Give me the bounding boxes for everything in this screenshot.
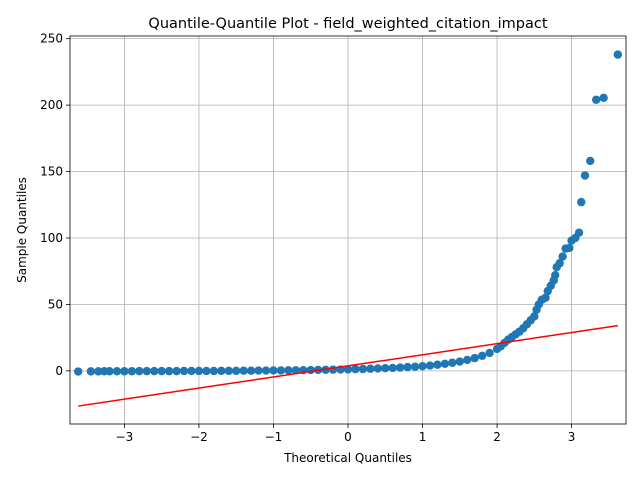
data-point [577, 197, 586, 207]
data-point [565, 243, 574, 253]
data-point [485, 348, 494, 358]
y-axis-label: Sample Quantiles [15, 177, 29, 283]
data-point [172, 366, 181, 376]
data-point [541, 293, 550, 302]
x-tick-label: 0 [344, 430, 352, 444]
x-tick-label: −1 [265, 430, 283, 444]
data-point [150, 366, 159, 376]
data-point [477, 351, 487, 361]
data-point [284, 366, 293, 375]
y-tick-label: 150 [40, 165, 63, 179]
data-point [550, 270, 560, 280]
data-point [86, 367, 96, 376]
data-point [358, 364, 368, 374]
x-axis-label: Theoretical Quantiles [283, 451, 412, 465]
data-point [395, 363, 405, 372]
data-point [448, 358, 457, 367]
data-point [209, 366, 219, 376]
data-point [202, 366, 211, 376]
data-point [179, 366, 189, 376]
data-point [254, 366, 263, 375]
data-point [291, 366, 301, 375]
data-point [351, 364, 360, 374]
data-point [366, 364, 375, 373]
data-point [217, 366, 226, 376]
x-tick-label: 2 [493, 430, 501, 444]
data-point [105, 367, 114, 376]
x-tick-label: −2 [190, 430, 208, 444]
data-point [580, 171, 590, 180]
y-tick-label: 200 [40, 98, 63, 112]
data-point [433, 360, 442, 369]
y-tick-label: 250 [40, 32, 63, 46]
data-point [276, 366, 286, 375]
data-point [403, 362, 412, 372]
data-point [73, 367, 83, 376]
data-point [388, 363, 397, 373]
reference-line [78, 324, 618, 407]
y-tick-label: 0 [55, 364, 63, 378]
data-point [613, 50, 623, 59]
data-point [425, 361, 435, 370]
data-point [112, 367, 122, 376]
data-point [164, 366, 174, 376]
data-point [239, 366, 248, 375]
data-point [269, 366, 278, 375]
y-tick-label: 50 [48, 297, 63, 311]
data-point [135, 366, 144, 376]
data-point [440, 359, 450, 369]
data-point [381, 363, 390, 373]
x-tick-label: −3 [116, 430, 134, 444]
data-point [224, 366, 233, 376]
data-point [127, 367, 137, 376]
data-point [306, 365, 315, 375]
data-point [586, 156, 595, 166]
x-tick-label: 1 [419, 430, 427, 444]
axis-ticks: −3 −2 −1 0 1 2 3 0 50 100 150 200 250 [40, 32, 575, 444]
data-point [574, 228, 584, 237]
data-point [599, 93, 608, 102]
data-point [455, 357, 464, 366]
data-point [157, 366, 166, 376]
data-point [373, 364, 383, 373]
data-point [187, 366, 196, 376]
data-point [558, 252, 567, 261]
data-point [555, 259, 564, 268]
x-tick-label: 3 [568, 430, 576, 444]
data-point [591, 95, 601, 104]
data-point [261, 366, 271, 375]
data-point [194, 366, 204, 376]
data-point [470, 353, 479, 363]
chart-title: Quantile-Quantile Plot - field_weighted_… [148, 16, 547, 32]
data-point [120, 367, 129, 376]
data-point [343, 365, 353, 374]
data-point [530, 312, 539, 321]
data-point [418, 361, 427, 371]
data-point [463, 355, 472, 365]
data-point [410, 362, 420, 371]
data-point [246, 366, 256, 375]
data-point [142, 366, 151, 376]
y-tick-label: 100 [40, 231, 63, 245]
data-point [94, 367, 103, 376]
grid [70, 36, 626, 424]
data-point [328, 365, 338, 374]
data-point [232, 366, 241, 376]
